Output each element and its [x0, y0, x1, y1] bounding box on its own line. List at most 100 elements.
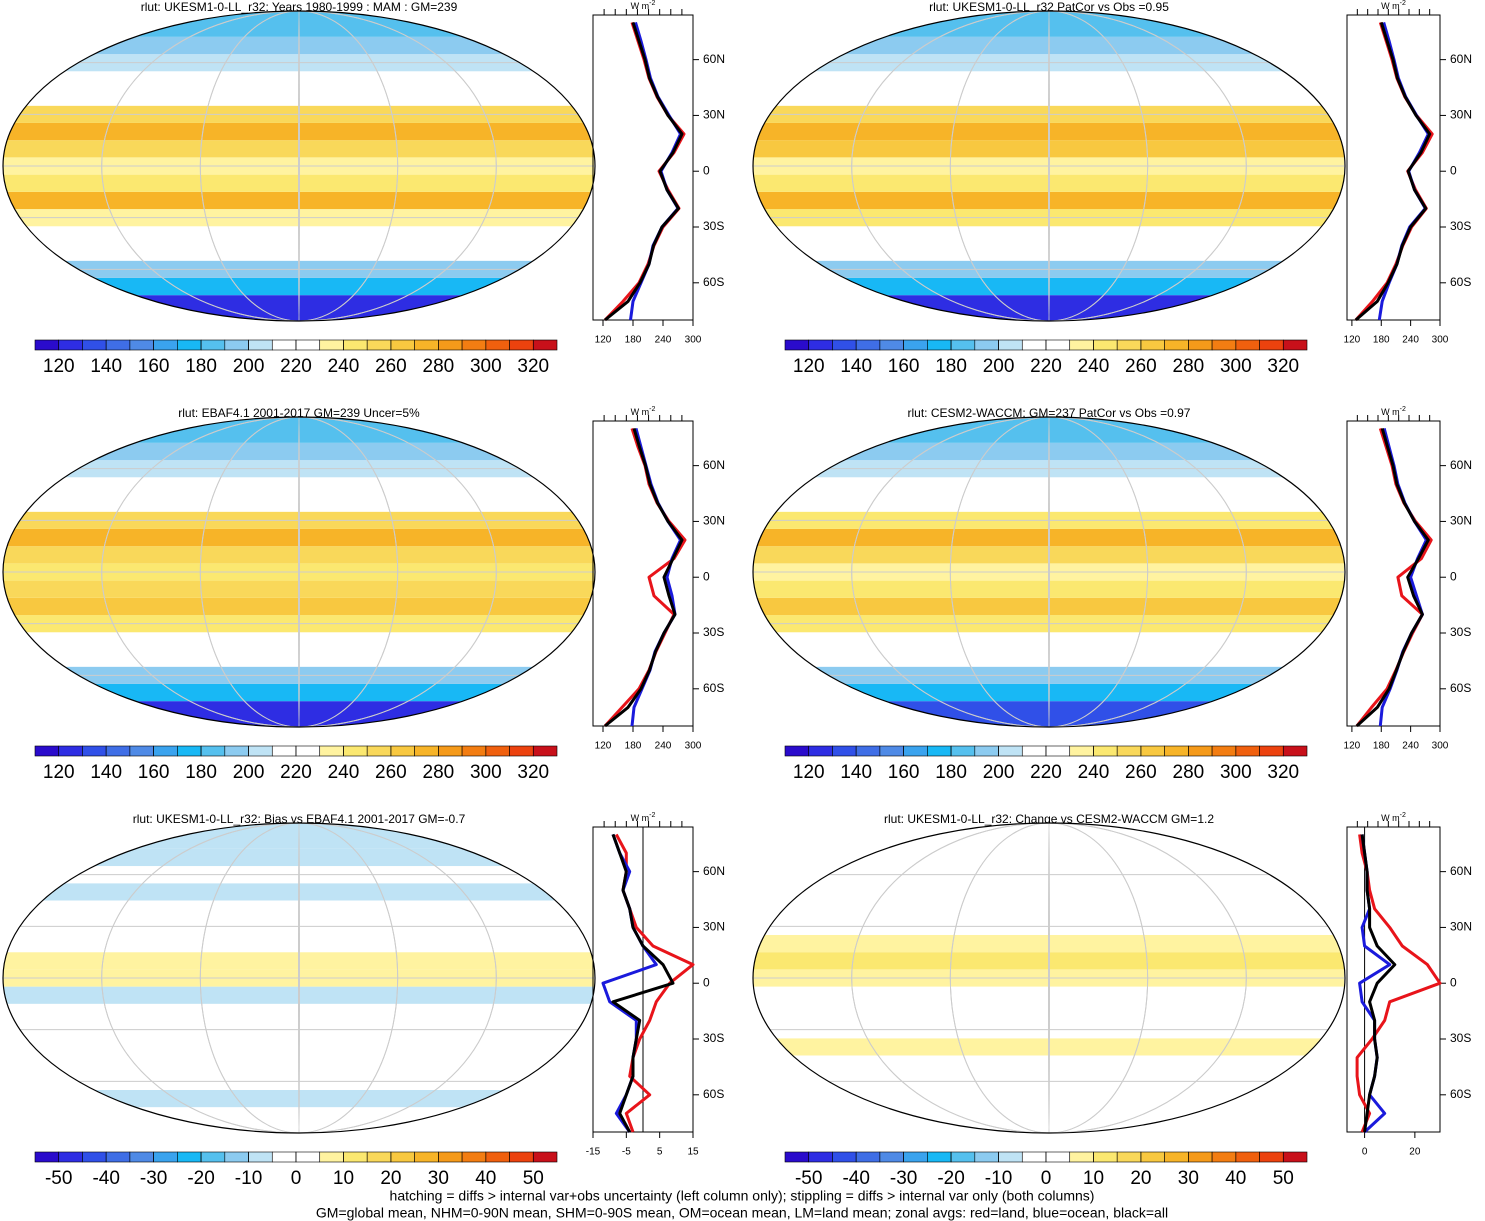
colorbar-box [295, 1151, 321, 1163]
map-title: rlut: UKESM1-0-LL_r32: Change vs CESM2-W… [884, 812, 1214, 826]
map-graticule [1048, 11, 1050, 321]
map-band [3, 477, 594, 495]
colorbar-box [200, 339, 226, 351]
map-graticule [949, 11, 1149, 321]
colorbar-box [1188, 339, 1213, 351]
profile-frame [1346, 420, 1441, 727]
colorbar-box [1021, 745, 1047, 757]
colorbar-box [903, 1151, 928, 1163]
unit-sup: -2 [1400, 0, 1406, 7]
map-title: rlut: UKESM1-0-LL_r32: Bias vs EBAF4.1 2… [133, 812, 466, 826]
colorbar-box [105, 1151, 131, 1163]
colorbar-label: 260 [1125, 356, 1157, 377]
profile-line [630, 428, 682, 727]
colorbar-label: 160 [138, 356, 170, 377]
colorbar-box [319, 339, 344, 351]
profile-line [1378, 428, 1428, 727]
colorbar-box [58, 339, 83, 351]
colorbar-label: 20 [1130, 1168, 1151, 1189]
colorbar-box [82, 745, 107, 757]
colorbar-box [129, 339, 154, 351]
colorbar-box [784, 1151, 810, 1163]
colorbar-box [295, 745, 321, 757]
map-border [2, 10, 596, 322]
x-tick-label: 300 [1432, 335, 1449, 346]
colorbar-box [1164, 339, 1189, 351]
colorbar-label: 10 [1083, 1168, 1104, 1189]
colorbar-box [438, 339, 463, 351]
colorbar-label: 300 [1220, 762, 1252, 783]
colorbar-box [485, 339, 510, 351]
colorbar-label: -30 [140, 1168, 167, 1189]
y-tick-label: 60S [1450, 275, 1471, 289]
colorbar-box [1140, 1151, 1165, 1163]
colorbar-box [998, 339, 1023, 351]
map-band [753, 986, 1344, 1004]
y-tick-label: 60N [703, 458, 725, 472]
profile-line [1354, 21, 1432, 322]
colorbar-label: 180 [185, 762, 217, 783]
colorbar-box [1045, 1151, 1071, 1163]
colorbar-box [82, 1151, 107, 1163]
colorbar-box [153, 339, 178, 351]
colorbar-box [366, 745, 392, 757]
y-tick-label: 30N [1450, 514, 1472, 528]
x-tick-label: 240 [655, 741, 672, 752]
map-graticule [851, 823, 1247, 1133]
colorbar-box [248, 1151, 273, 1163]
colorbar-label: 120 [793, 762, 825, 783]
x-tick-label: 180 [1373, 741, 1390, 752]
colorbar-box [34, 1151, 60, 1163]
map-band [3, 683, 594, 702]
map-band [3, 597, 594, 616]
map-band [3, 986, 594, 1004]
colorbar-box [1140, 339, 1165, 351]
colorbar-box [58, 1151, 83, 1163]
map-band [753, 71, 1344, 89]
x-tick-label: 20 [1409, 1147, 1421, 1158]
colorbar-label: 260 [375, 356, 407, 377]
y-tick-label: 60N [703, 52, 725, 66]
map-band [3, 701, 594, 727]
colorbar-box [903, 745, 928, 757]
colorbar-box [366, 1151, 392, 1163]
colorbar-box [784, 339, 810, 351]
map-band [3, 191, 594, 210]
map-band [3, 848, 594, 867]
colorbar-box [855, 339, 881, 351]
y-tick-label: 0 [1450, 163, 1457, 177]
colorbar-box [808, 745, 833, 757]
colorbar-box [1093, 1151, 1118, 1163]
profile-line [611, 833, 675, 1133]
colorbar-label: 320 [1267, 762, 1299, 783]
colorbar-box [319, 745, 344, 757]
colorbar-label: 260 [1125, 762, 1157, 783]
colorbar-label: 320 [517, 762, 549, 783]
colorbar-label: 0 [1041, 1168, 1052, 1189]
unit-base: W m [631, 407, 650, 417]
colorbar-box [343, 1151, 368, 1163]
map-band [3, 417, 594, 443]
colorbar-box [1093, 745, 1118, 757]
y-tick-label: 30N [703, 108, 725, 122]
colorbar-label: 280 [1173, 762, 1205, 783]
y-tick-label: 60S [703, 681, 724, 695]
y-tick-label: 30S [1450, 1031, 1471, 1045]
map-band [3, 1003, 594, 1022]
colorbar-label: 220 [280, 356, 312, 377]
colorbar-box [1164, 745, 1189, 757]
colorbar-label: 30 [1178, 1168, 1199, 1189]
unit-base: W m [1381, 813, 1400, 823]
y-tick-label: 60N [1450, 458, 1472, 472]
map-band [3, 11, 594, 37]
colorbar-label: 280 [1173, 356, 1205, 377]
map-band [753, 1003, 1344, 1022]
y-tick-label: 60S [703, 1087, 724, 1101]
map-band [753, 823, 1344, 849]
colorbar-box [950, 1151, 976, 1163]
map-border [752, 822, 1346, 1134]
y-tick-label: 30S [1450, 219, 1471, 233]
colorbar-box [105, 339, 131, 351]
map-graticule [851, 417, 1247, 727]
